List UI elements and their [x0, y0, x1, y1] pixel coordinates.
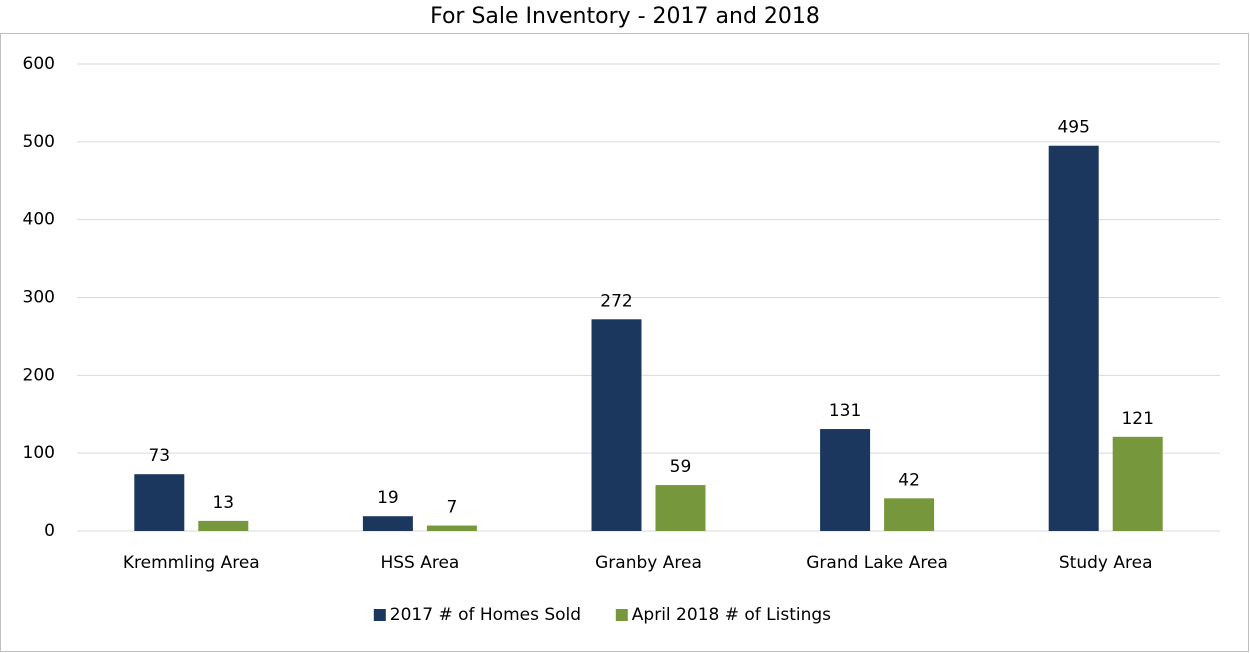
bar: [198, 520, 249, 531]
x-tick-label: Study Area: [1059, 553, 1153, 573]
data-label: 272: [600, 291, 632, 311]
y-tick-label: 500: [23, 132, 55, 152]
legend-swatch: [373, 609, 386, 621]
x-tick-label: Grand Lake Area: [806, 553, 948, 573]
bar: [1112, 436, 1163, 531]
bar: [591, 319, 642, 531]
y-tick-label: 600: [23, 54, 55, 74]
bar: [426, 525, 477, 531]
y-tick-label: 400: [23, 210, 55, 230]
y-tick-label: 100: [23, 443, 55, 463]
bar: [820, 429, 871, 531]
x-tick-label: Kremmling Area: [123, 553, 260, 573]
chart-title: For Sale Inventory - 2017 and 2018: [430, 4, 820, 29]
data-label: 42: [898, 470, 920, 490]
bar: [655, 485, 706, 531]
data-label: 7: [446, 498, 457, 518]
data-label: 131: [829, 401, 861, 421]
y-tick-label: 200: [23, 365, 55, 385]
y-tick-label: 0: [44, 521, 55, 541]
bar: [134, 474, 185, 531]
x-tick-label: Granby Area: [595, 553, 702, 573]
data-label: 59: [670, 457, 692, 477]
data-label: 121: [1121, 409, 1153, 429]
x-tick-label: HSS Area: [380, 553, 459, 573]
legend-label: 2017 # of Homes Sold: [390, 605, 581, 625]
data-label: 495: [1057, 118, 1089, 138]
y-tick-label: 300: [23, 288, 55, 308]
legend-swatch: [615, 609, 628, 621]
legend-label: April 2018 # of Listings: [632, 605, 831, 625]
bar: [362, 516, 413, 531]
bar: [884, 498, 935, 531]
data-label: 19: [377, 488, 399, 508]
data-label: 13: [212, 493, 234, 513]
bar: [1048, 145, 1099, 531]
data-label: 73: [148, 446, 170, 466]
